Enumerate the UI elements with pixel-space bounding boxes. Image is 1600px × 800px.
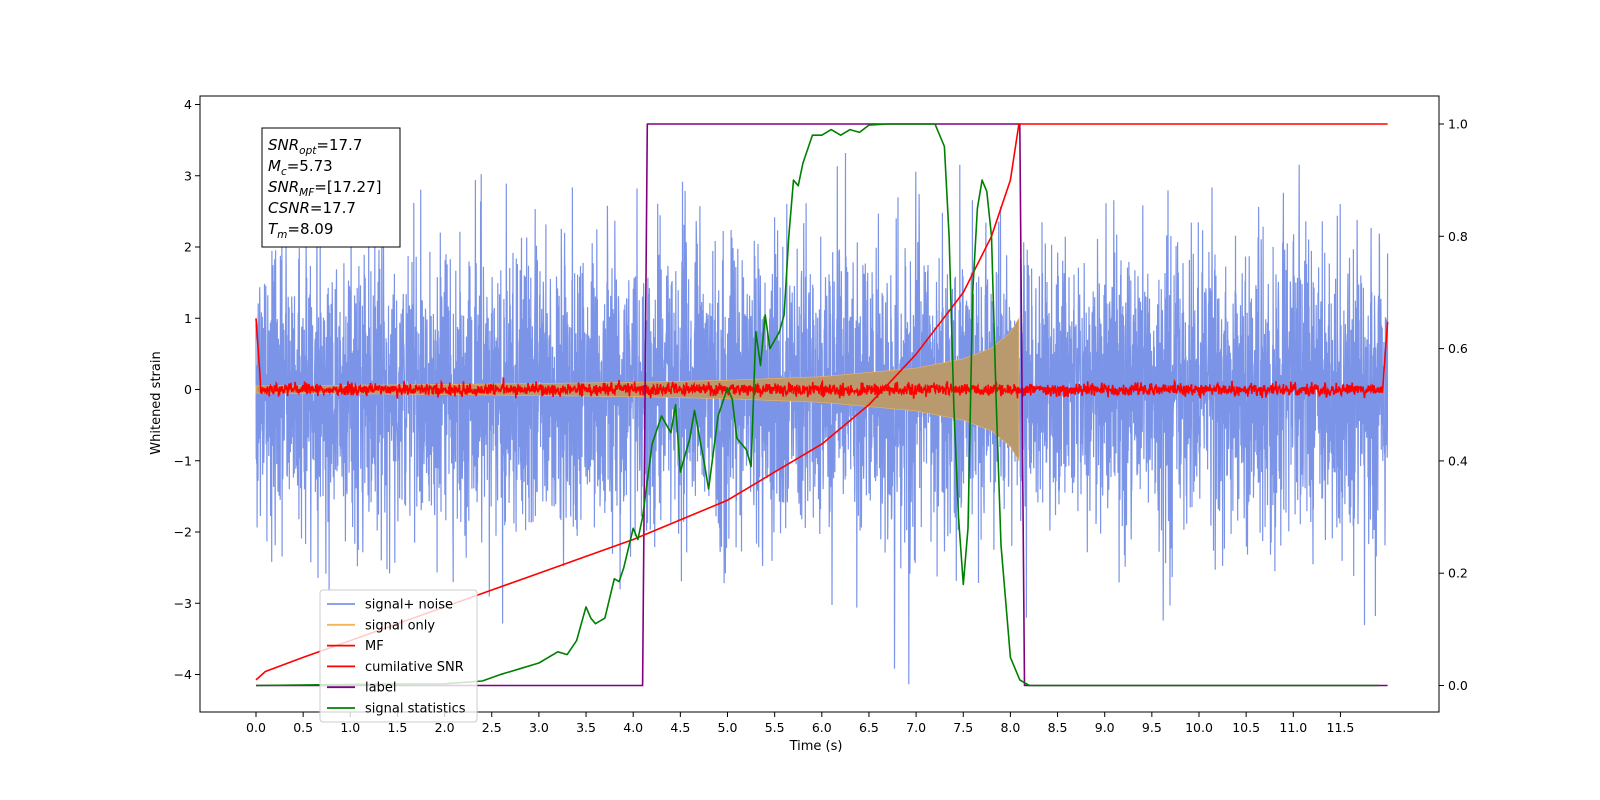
y2-tick-label: 0.0 — [1448, 678, 1468, 693]
x-tick-label: 1.5 — [388, 720, 408, 735]
y2-tick-label: 0.6 — [1448, 341, 1468, 356]
x-tick-label: 10.0 — [1185, 720, 1213, 735]
x-axis-label: Time (s) — [789, 739, 843, 754]
y-tick-label: 3 — [184, 168, 192, 183]
legend-label: signal only — [365, 618, 435, 633]
x-tick-label: 2.5 — [482, 720, 502, 735]
legend-label: MF — [365, 639, 384, 654]
annotation-frame — [261, 127, 401, 248]
x-tick-label: 1.0 — [340, 720, 360, 735]
y-tick-label: 0 — [184, 382, 192, 397]
y-tick-label: 2 — [184, 240, 192, 255]
y2-tick-label: 0.8 — [1448, 229, 1468, 244]
series-signal-noise — [255, 152, 1389, 685]
legend: signal+ noise signal only MF cumilative SNR… — [319, 589, 478, 723]
plot-frame — [199, 95, 1440, 713]
y-tick-label: 4 — [184, 97, 192, 112]
y-axis-label: Whitened strain — [149, 351, 164, 454]
y2-tick-label: 1.0 — [1448, 117, 1468, 132]
x-tick-label: 2.0 — [435, 720, 455, 735]
x-tick-label: 11.5 — [1327, 720, 1355, 735]
y2-tick-label: 0.4 — [1448, 453, 1468, 468]
y2-axis-ticks: 1.0 0.8 0.6 0.4 0.2 0.0 — [1439, 117, 1468, 693]
x-tick-label: 3.0 — [529, 720, 549, 735]
x-tick-label: 6.0 — [812, 720, 832, 735]
snr-annotation-box: SNRopt=17.7Mc=5.73SNRMF=[17.27]CSNR=17.7… — [261, 127, 401, 248]
legend-label: cumilative SNR — [365, 660, 464, 675]
x-tick-label: 5.0 — [718, 720, 738, 735]
legend-frame — [319, 589, 478, 723]
y-tick-label: −1 — [174, 453, 192, 468]
x-tick-label: 4.0 — [623, 720, 643, 735]
x-tick-label: 5.5 — [765, 720, 785, 735]
x-tick-label: 8.5 — [1048, 720, 1068, 735]
annotation-line: CSNR=17.7 — [268, 199, 356, 217]
x-tick-label: 9.0 — [1095, 720, 1115, 735]
x-tick-label: 6.5 — [859, 720, 879, 735]
x-tick-label: 0.5 — [293, 720, 313, 735]
series-mf — [255, 318, 1389, 399]
x-tick-label: 11.0 — [1279, 720, 1307, 735]
y-tick-label: 1 — [184, 311, 192, 326]
legend-label: label — [365, 681, 396, 696]
y2-tick-label: 0.2 — [1448, 566, 1468, 581]
annotation-line: Tm=8.09 — [268, 220, 333, 241]
legend-label: signal statistics — [365, 702, 466, 717]
annotation-line: Mc=5.73 — [268, 157, 333, 178]
legend-label: signal+ noise — [365, 598, 453, 613]
y-tick-label: −4 — [174, 667, 192, 682]
x-tick-label: 3.5 — [576, 720, 596, 735]
annotation-line: SNRMF=[17.27] — [268, 178, 382, 199]
x-tick-label: 10.5 — [1232, 720, 1260, 735]
series-signal-statistics — [255, 123, 1379, 687]
x-tick-label: 7.5 — [953, 720, 973, 735]
x-tick-label: 0.0 — [246, 720, 266, 735]
annotation-line: SNRopt=17.7 — [268, 136, 362, 157]
x-tick-label: 8.0 — [1000, 720, 1020, 735]
y-tick-label: −2 — [174, 525, 192, 540]
x-axis-ticks: 0.0 0.5 1.0 1.5 2.0 2.5 3.0 3.5 4.0 4.5 5.0 5.5 6.0 6… — [246, 712, 1354, 735]
x-tick-label: 9.5 — [1142, 720, 1162, 735]
x-tick-label: 7.0 — [906, 720, 926, 735]
y-tick-label: −3 — [174, 596, 192, 611]
plot-area — [255, 123, 1389, 687]
x-tick-label: 4.5 — [670, 720, 690, 735]
y-axis-ticks: 4 3 2 1 0 −1 −2 −3 −4 — [174, 97, 200, 682]
